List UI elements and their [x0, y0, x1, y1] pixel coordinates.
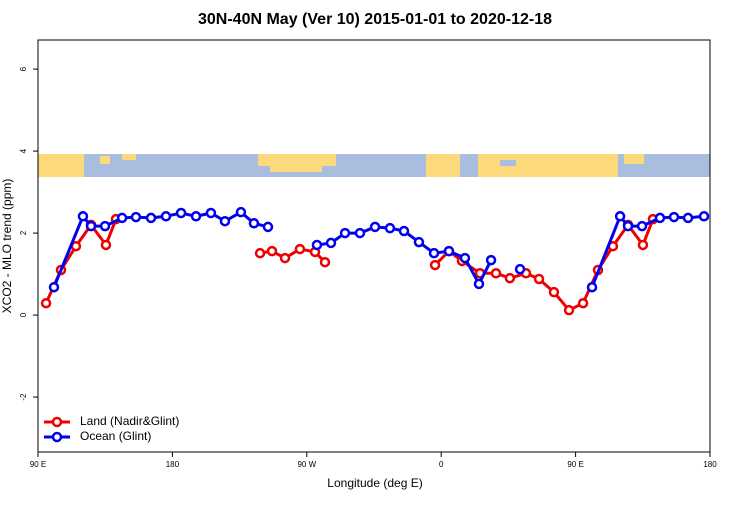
point: [698, 211, 710, 222]
point: [100, 239, 112, 251]
point: [485, 254, 497, 266]
point: [116, 212, 128, 224]
point: [339, 227, 351, 239]
point: [654, 212, 666, 224]
series-line: [52, 210, 705, 288]
x-tick-label: 90 E: [567, 460, 583, 469]
legend-label: Land (Nadir&Glint): [80, 414, 179, 428]
point: [262, 221, 274, 233]
y-tick-label: 4: [19, 148, 28, 153]
point: [548, 286, 560, 298]
x-tick-label: 180: [703, 460, 717, 469]
map-strip: [38, 154, 710, 177]
point: [130, 211, 142, 223]
legend-marker: [51, 431, 63, 443]
point: [614, 211, 626, 222]
point: [219, 215, 231, 227]
x-tick-label: 90 E: [30, 460, 46, 469]
y-axis-label: XCO2 - MLO trend (ppm): [0, 179, 14, 314]
point: [248, 217, 260, 229]
chart-title: 30N-40N May (Ver 10) 2015-01-01 to 2020-…: [198, 11, 552, 28]
point: [311, 239, 323, 251]
point: [99, 220, 111, 232]
legend-label: Ocean (Glint): [80, 429, 151, 443]
point: [254, 247, 266, 259]
point: [459, 252, 471, 264]
point: [369, 221, 381, 233]
point: [473, 278, 485, 290]
point: [48, 281, 60, 293]
point: [77, 211, 89, 222]
point: [266, 245, 278, 257]
point: [682, 212, 694, 224]
point: [325, 237, 337, 249]
x-tick-label: 90 W: [297, 460, 316, 469]
point: [279, 252, 291, 264]
point: [175, 207, 187, 219]
point: [319, 256, 331, 268]
point: [443, 245, 455, 257]
point: [398, 225, 410, 237]
point: [622, 220, 634, 232]
x-tick-label: 180: [166, 460, 180, 469]
point: [413, 236, 425, 248]
point: [294, 243, 306, 255]
point: [235, 206, 247, 218]
y-tick-label: -2: [19, 393, 28, 401]
point: [145, 212, 157, 224]
point: [533, 273, 545, 285]
point: [428, 247, 440, 259]
point: [563, 304, 575, 316]
point: [637, 239, 649, 251]
point: [160, 211, 172, 222]
x-tick-label: 0: [439, 460, 444, 469]
point: [490, 268, 502, 279]
point: [85, 220, 97, 232]
point: [429, 259, 441, 271]
y-tick-label: 2: [19, 230, 28, 235]
point: [384, 222, 396, 234]
plot-frame: [37, 39, 711, 453]
point: [190, 211, 202, 222]
y-tick-label: 0: [19, 312, 28, 317]
x-axis-label: Longitude (deg E): [327, 476, 422, 490]
point: [40, 297, 52, 309]
point: [668, 211, 680, 223]
point: [504, 272, 516, 284]
point: [577, 297, 589, 309]
legend-marker: [51, 416, 63, 428]
point: [636, 220, 648, 232]
point: [514, 263, 526, 275]
point: [205, 207, 217, 219]
y-tick-label: 6: [19, 66, 28, 71]
point: [586, 281, 598, 293]
point: [354, 227, 366, 239]
